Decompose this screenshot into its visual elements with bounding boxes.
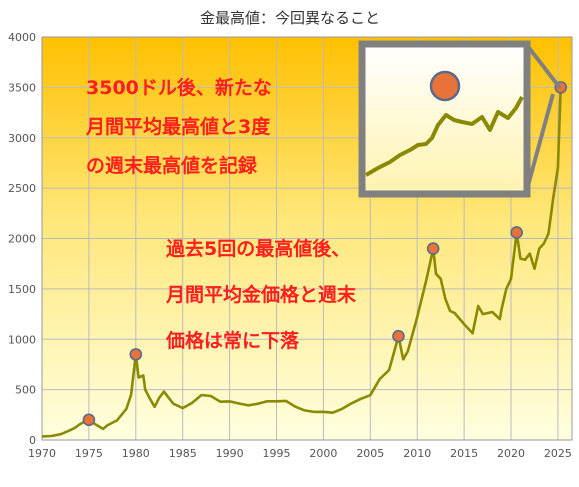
y-axis: 0 500 1000 1500 2000 2500 3000 3500 4000: [8, 31, 36, 447]
peak-marker: [82, 413, 96, 427]
inset-line: [364, 96, 524, 177]
x-tick-label: 1985: [169, 447, 197, 460]
x-tick-label: 1970: [28, 447, 56, 460]
x-axis: 1970 1975 1980 1985 1990 1995 2000 2005 2010 2015…: [28, 447, 572, 460]
x-tick-label: 1990: [216, 447, 244, 460]
peak-markers: [82, 81, 568, 427]
y-tick-label: 3500: [8, 81, 36, 94]
inset-magnifier: [358, 40, 562, 198]
peak-marker: [510, 226, 523, 239]
y-tick-label: 0: [29, 434, 36, 447]
y-tick-label: 2000: [8, 233, 36, 246]
y-tick-label: 1000: [8, 333, 36, 346]
annotation-line: 月間平均最高値と3度: [85, 115, 271, 138]
annotation-line: 3500ドル後、新たな: [86, 76, 272, 99]
x-tick-label: 2015: [450, 447, 478, 460]
x-tick-label: 1995: [263, 447, 291, 460]
y-tick-label: 3000: [8, 132, 36, 145]
gold-price-line: [41, 87, 562, 438]
plot-border: [41, 36, 573, 441]
y-tick-label: 4000: [8, 31, 36, 44]
peak-marker: [129, 348, 143, 361]
inset-peak-marker: [429, 70, 461, 102]
x-tick-label: 2005: [356, 447, 384, 460]
y-tick-label: 500: [15, 384, 36, 397]
inset-connector-top: [524, 42, 562, 90]
x-tick-label: 2000: [309, 447, 337, 460]
x-tick-label: 1980: [122, 447, 150, 460]
y-tick-label: 2500: [8, 182, 36, 195]
y-tick-label: 1500: [8, 283, 36, 296]
annotation-line: の週末最高値を記録: [86, 154, 258, 177]
x-tick-label: 2020: [497, 447, 525, 460]
peak-marker: [392, 329, 405, 343]
x-tick-label: 2025: [544, 447, 572, 460]
chart-title: 金最高値：今回異なること: [200, 9, 380, 27]
annotation-line: 過去5回の最高値後、: [166, 237, 350, 260]
x-tick-label: 2010: [403, 447, 431, 460]
x-tick-label: 1975: [75, 447, 103, 460]
peak-marker: [426, 242, 440, 255]
grid-lines: [41, 36, 573, 441]
annotation-line: 月間平均金価格と週末: [165, 283, 357, 306]
annotation-line: 価格は常に下落: [165, 329, 300, 352]
